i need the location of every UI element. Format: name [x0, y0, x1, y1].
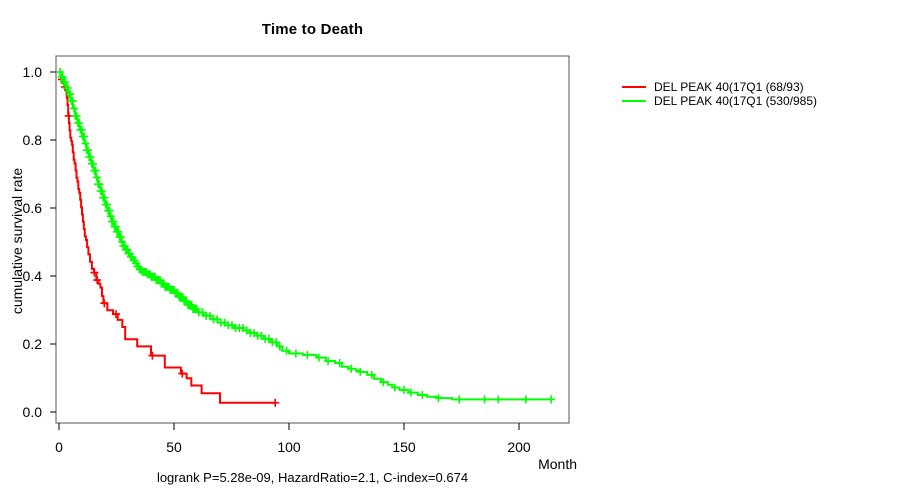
legend-line-green-icon — [622, 100, 646, 102]
plot-box — [55, 55, 570, 424]
survival-curve-green — [59, 71, 552, 401]
y-tick-label: 0.4 — [23, 268, 43, 284]
legend: DEL PEAK 40(17Q1 (68/93) DEL PEAK 40(17Q… — [622, 80, 817, 108]
y-tick-label: 1.0 — [23, 64, 43, 80]
y-axis-label: cumulative survival rate — [9, 167, 25, 315]
y-tick-label: 0.2 — [23, 336, 43, 352]
x-tick-label: 50 — [166, 439, 182, 455]
x-tick-label: 150 — [392, 439, 416, 455]
legend-item-red: DEL PEAK 40(17Q1 (68/93) — [622, 80, 817, 94]
x-tick-label: 0 — [55, 439, 63, 455]
survival-curve-red — [59, 71, 276, 404]
chart-title: Time to Death — [261, 21, 364, 38]
legend-label-red: DEL PEAK 40(17Q1 (68/93) — [654, 80, 804, 94]
legend-label-green: DEL PEAK 40(17Q1 (530/985) — [654, 94, 817, 108]
stats-caption: logrank P=5.28e-09, HazardRatio=2.1, C-i… — [156, 470, 469, 485]
legend-item-green: DEL PEAK 40(17Q1 (530/985) — [622, 94, 817, 108]
y-tick-label: 0.0 — [23, 404, 43, 420]
censor-marks-red — [58, 75, 280, 407]
censor-marks-green — [56, 68, 556, 404]
y-tick-label: 0.8 — [23, 132, 43, 148]
x-tick-label: 100 — [277, 439, 301, 455]
x-tick-label: 200 — [507, 439, 531, 455]
legend-line-red-icon — [622, 86, 646, 88]
y-tick-label: 0.6 — [23, 200, 43, 216]
x-axis-label: Month — [538, 456, 577, 472]
